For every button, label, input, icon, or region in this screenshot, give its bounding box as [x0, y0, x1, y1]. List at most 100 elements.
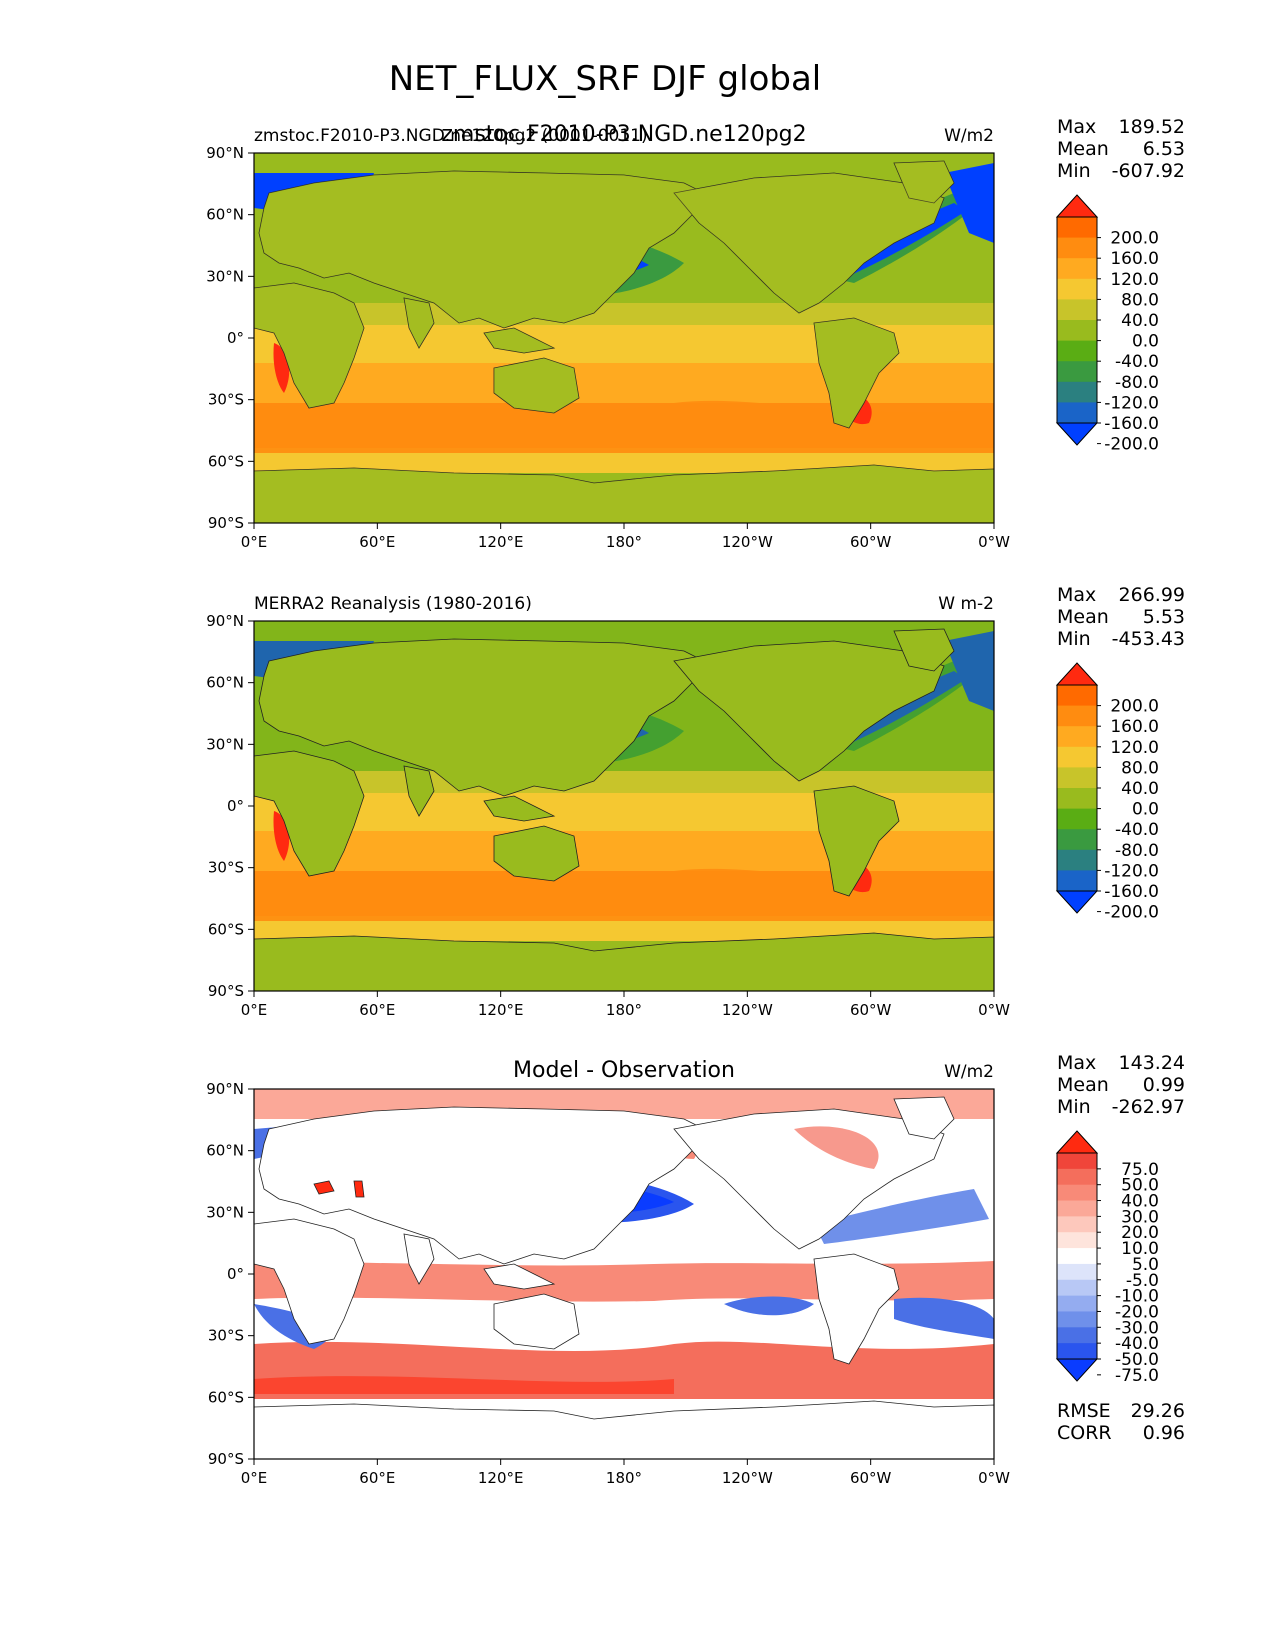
x-tick-label: 180° [606, 1469, 642, 1487]
colorbar-extend-max [1055, 1130, 1099, 1154]
colorbar-tick-label: -10.0 [1115, 1287, 1159, 1307]
x-tick-label: 0°W [978, 1001, 1010, 1019]
colorbar-tick-label: 160.0 [1110, 717, 1159, 737]
panel-units: W/m2 [944, 1062, 994, 1082]
side-panel-difference: Max 143.24 Mean 0.99 Min -262.97 75.050.040.03… [1055, 1052, 1185, 1444]
y-tick-label: 0° [227, 1265, 244, 1283]
colorbar-segment [1057, 726, 1097, 748]
x-tick-label: 120°W [722, 533, 773, 551]
colorbar-segment [1057, 340, 1097, 362]
panel-units: W m-2 [938, 594, 994, 614]
x-tick-label: 120°W [722, 1001, 773, 1019]
y-tick-label: 90°S [208, 1450, 244, 1468]
colorbar-segment [1057, 849, 1097, 871]
stat-value: 0.99 [1143, 1074, 1185, 1096]
colorbar-segment [1057, 361, 1097, 383]
x-tick-label: 180° [606, 1001, 642, 1019]
colorbar-segment [1057, 1168, 1097, 1186]
stat-label: Max [1057, 584, 1096, 606]
colorbar-tick-label: -200.0 [1104, 903, 1159, 923]
panel-test: zmstoc.F2010-P3.NGD.ne120pg2 (0001-0011)… [206, 122, 1010, 551]
panel-difference: Model - Observation W/m2 0°E 60°E 120°E 180… [206, 1058, 1010, 1487]
colorbar-tick-label: -160.0 [1104, 414, 1159, 434]
colorbar-segment [1057, 1279, 1097, 1297]
colorbar-segment [1057, 278, 1097, 300]
stat-value: 5.53 [1143, 606, 1185, 628]
stat-value: -453.43 [1112, 628, 1185, 650]
colorbar-tick-label: 80.0 [1121, 758, 1159, 778]
colorbar-tick-label: 50.0 [1121, 1176, 1159, 1196]
colorbar-tick-label: -40.0 [1115, 820, 1159, 840]
x-tick-label: 120°E [478, 1001, 524, 1019]
colorbar-tick-label: -50.0 [1115, 1350, 1159, 1370]
panel-center-title: zmstoc.F2010-P3.NGD.ne120pg2 [441, 122, 806, 147]
panel-reference: MERRA2 Reanalysis (1980-2016) W m-2 0°E 6… [206, 594, 1010, 1019]
colorbar-segment [1057, 1248, 1097, 1265]
colorbar-tick-label: -40.0 [1115, 352, 1159, 372]
side-panel-test: Max 189.52 Mean 6.53 Min -607.92 200.0160.0120… [1055, 116, 1185, 455]
x-tick-label: 0°W [978, 1469, 1010, 1487]
colorbar-segment [1057, 1311, 1097, 1328]
stat-label: Min [1057, 628, 1091, 650]
colorbar-segment [1057, 1216, 1097, 1233]
stat-value: 266.99 [1119, 584, 1185, 606]
colorbar-tick-label: -120.0 [1104, 393, 1159, 413]
colorbar-segment [1057, 320, 1097, 342]
metric-value: 29.26 [1131, 1400, 1185, 1422]
x-tick-label: 60°W [850, 1001, 892, 1019]
colorbar-tick-label: 120.0 [1110, 270, 1159, 290]
colorbar-segment [1057, 299, 1097, 321]
colorbar-tick-label: -200.0 [1104, 435, 1159, 455]
y-tick-label: 60°S [208, 1388, 244, 1406]
figure-title: NET_FLUX_SRF DJF global [389, 59, 822, 99]
x-tick-label: 60°E [359, 533, 395, 551]
y-tick-label: 60°N [206, 1142, 244, 1160]
x-tick-label: 120°E [478, 533, 524, 551]
y-tick-label: 90°S [208, 982, 244, 1000]
x-tick-label: 0°E [241, 1469, 268, 1487]
x-tick-label: 0°E [241, 533, 268, 551]
side-panel-reference: Max 266.99 Mean 5.53 Min -453.43 200.0160.0120… [1055, 584, 1185, 923]
colorbar-tick-label: -30.0 [1115, 1318, 1159, 1338]
colorbar-segment [1057, 705, 1097, 727]
y-tick-label: 30°N [206, 1203, 244, 1221]
colorbar-segment [1057, 1153, 1097, 1170]
colorbar-extend-min [1055, 1358, 1099, 1382]
colorbar-segment [1057, 237, 1097, 259]
y-tick-label: 60°N [206, 674, 244, 692]
colorbar-segment [1057, 685, 1097, 707]
y-tick-label: 60°N [206, 206, 244, 224]
colorbar-tick-label: 30.0 [1121, 1207, 1159, 1227]
x-tick-label: 60°E [359, 1001, 395, 1019]
stat-label: Min [1057, 160, 1091, 182]
y-tick-label: 30°N [206, 735, 244, 753]
x-tick-label: 120°W [722, 1469, 773, 1487]
stat-value: 189.52 [1119, 116, 1185, 138]
colorbar-segment [1057, 1184, 1097, 1202]
y-tick-label: 60°S [208, 452, 244, 470]
colorbar-tick-label: 40.0 [1121, 311, 1159, 331]
stat-label: Max [1057, 116, 1096, 138]
map-field [254, 1089, 994, 1459]
stat-value: 6.53 [1143, 138, 1185, 160]
colorbar-segment [1057, 808, 1097, 830]
x-tick-label: 60°W [850, 533, 892, 551]
colorbar-segment [1057, 402, 1097, 424]
x-tick-label: 60°E [359, 1469, 395, 1487]
colorbar-tick-label: -80.0 [1115, 841, 1159, 861]
colorbar-tick-label: 0.0 [1132, 332, 1159, 352]
colorbar-tick-label: -80.0 [1115, 373, 1159, 393]
y-tick-label: 90°S [208, 514, 244, 532]
colorbar-extend-min [1055, 890, 1099, 914]
stat-label: Mean [1057, 138, 1109, 160]
stat-value: -607.92 [1112, 160, 1185, 182]
colorbar-frame [1056, 1152, 1098, 1360]
stat-label: Mean [1057, 1074, 1109, 1096]
y-tick-label: 60°S [208, 920, 244, 938]
panel-units: W/m2 [944, 126, 994, 146]
colorbar-tick-label: 75.0 [1121, 1160, 1159, 1180]
metric-label: CORR [1057, 1422, 1112, 1444]
stat-label: Max [1057, 1052, 1096, 1074]
map-field [254, 153, 994, 523]
